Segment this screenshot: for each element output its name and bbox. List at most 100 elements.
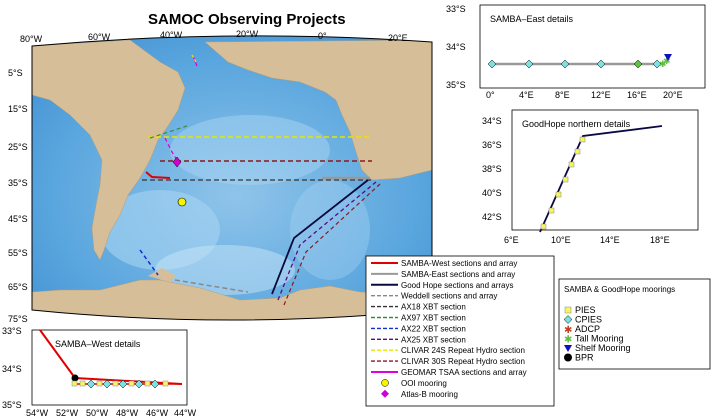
x-tick: 54°W xyxy=(26,408,49,418)
samba-west-title: SAMBA–West details xyxy=(55,339,141,349)
moorings-legend-title: SAMBA & GoodHope moorings xyxy=(564,285,675,294)
africa-land xyxy=(204,39,432,181)
y-tick: 34°S xyxy=(446,42,466,52)
mooring-legend-item: PIES xyxy=(564,305,596,315)
south-america-land xyxy=(32,39,186,261)
legend-label: GEOMAR TSAA sections and array xyxy=(401,368,527,377)
x-tick: 6°E xyxy=(504,235,519,245)
legend-item: OOI mooring xyxy=(381,379,447,388)
lon-label: 40°W xyxy=(160,30,183,40)
samba-west-pies xyxy=(79,380,169,387)
map-title: SAMOC Observing Projects xyxy=(148,11,346,28)
mooring-legend-marker xyxy=(564,353,572,362)
mooring-legend-marker xyxy=(564,306,572,314)
legend-item: Weddell sections and array xyxy=(371,292,497,301)
lat-label: 25°S xyxy=(8,142,28,152)
x-tick: 18°E xyxy=(650,235,670,245)
samba-east-cpies xyxy=(487,59,606,69)
legend-label: SAMBA-West sections and array xyxy=(401,259,517,268)
lon-label: 20°E xyxy=(388,33,408,43)
x-tick: 8°E xyxy=(555,90,570,100)
x-tick: 16°E xyxy=(627,90,647,100)
y-tick: 36°S xyxy=(482,140,502,150)
legend-item: AX22 XBT section xyxy=(371,324,466,333)
legend-item: Good Hope sections and arrays xyxy=(371,281,514,290)
mooring-legend-item: CPIES xyxy=(563,315,602,325)
lon-label: 0° xyxy=(318,31,327,41)
samba-west-line xyxy=(145,171,171,179)
legend-marker xyxy=(381,389,389,398)
ax97-line xyxy=(149,124,191,139)
lat-label: 5°S xyxy=(8,68,23,78)
x-tick: 4°E xyxy=(519,90,534,100)
legend-item: GEOMAR TSAA sections and array xyxy=(371,368,527,377)
mooring-legend-item: ✱ Tall Mooring xyxy=(564,334,624,346)
y-tick: 33°S xyxy=(446,4,466,14)
goodhope-pies xyxy=(540,136,586,230)
mooring-legend-item: Shelf Mooring xyxy=(564,343,631,353)
mooring-legend-marker: ✱ xyxy=(564,325,572,336)
legend-label: Atlas-B mooring xyxy=(401,390,458,399)
lat-label: 15°S xyxy=(8,104,28,114)
x-tick: 52°W xyxy=(56,408,79,418)
legend-label: OOI mooring xyxy=(401,379,447,388)
legend-label: Weddell sections and array xyxy=(401,292,497,301)
mooring-legend-item: BPR xyxy=(564,353,594,363)
y-tick: 38°S xyxy=(482,164,502,174)
main-map: SAMOC Observing Projects 80°W 60°W 40°W … xyxy=(8,11,433,324)
legend-item: AX97 XBT section xyxy=(371,314,466,323)
legend-item: CLIVAR 24S Repeat Hydro section xyxy=(371,346,525,355)
sections-legend: SAMBA-West sections and array SAMBA-East … xyxy=(365,255,555,407)
legend-item: AX25 XBT section xyxy=(371,335,466,344)
samba-west-inset: SAMBA–West details 54°W 52°W 50°W 48°W 4… xyxy=(2,326,197,418)
mooring-legend-label: BPR xyxy=(575,353,594,363)
y-tick: 42°S xyxy=(482,212,502,222)
mooring-legend-marker xyxy=(563,315,573,324)
legend-label: AX18 XBT section xyxy=(401,303,466,312)
samba-east-title: SAMBA–East details xyxy=(490,14,574,24)
x-tick: 20°E xyxy=(663,90,683,100)
legend-item: CLIVAR 30S Repeat Hydro section xyxy=(371,357,525,366)
x-tick: 0° xyxy=(486,90,495,100)
y-tick: 34°S xyxy=(482,116,502,126)
legend-label: SAMBA-East sections and array xyxy=(401,270,515,279)
lat-label: 65°S xyxy=(8,282,28,292)
x-tick: 14°E xyxy=(600,235,620,245)
x-tick: 10°E xyxy=(551,235,571,245)
y-tick: 35°S xyxy=(2,400,22,410)
weddell-line xyxy=(174,279,249,293)
mooring-legend-label: ADCP xyxy=(575,324,600,334)
mooring-legend-label: CPIES xyxy=(575,315,602,325)
mooring-legend-marker xyxy=(564,345,572,352)
goodhope-title: GoodHope northern details xyxy=(522,119,631,129)
x-tick: 12°E xyxy=(591,90,611,100)
lat-label: 45°S xyxy=(8,214,28,224)
map-sections xyxy=(139,54,381,306)
legend-item: Atlas-B mooring xyxy=(381,389,458,399)
y-tick: 33°S xyxy=(2,326,22,336)
ax22-line xyxy=(139,249,159,276)
legend-item: AX18 XBT section xyxy=(371,303,466,312)
mooring-legend-label: Shelf Mooring xyxy=(575,343,631,353)
legend-label: CLIVAR 30S Repeat Hydro section xyxy=(401,357,525,366)
svg-text:✱: ✱ xyxy=(663,56,671,66)
atlas-b-mooring-marker xyxy=(172,156,182,168)
x-tick: 50°W xyxy=(86,408,109,418)
svg-text:✱: ✱ xyxy=(659,59,667,69)
mooring-legend-label: Tall Mooring xyxy=(575,334,624,344)
legend-label: CLIVAR 24S Repeat Hydro section xyxy=(401,346,525,355)
y-tick: 40°S xyxy=(482,188,502,198)
mooring-legend-label: PIES xyxy=(575,305,596,315)
legend-item: SAMBA-West sections and array xyxy=(371,259,517,268)
lon-label: 20°W xyxy=(236,29,259,39)
legend-item: SAMBA-East sections and array xyxy=(371,270,515,279)
legend-label: AX22 XBT section xyxy=(401,324,466,333)
mooring-legend-item: ✱ ADCP xyxy=(564,324,600,336)
lat-label: 35°S xyxy=(8,178,28,188)
x-tick: 48°W xyxy=(116,408,139,418)
ax25-line-b xyxy=(283,183,381,306)
legend-marker xyxy=(381,379,389,387)
legend-label: AX97 XBT section xyxy=(401,314,466,323)
lon-label: 80°W xyxy=(20,34,43,44)
